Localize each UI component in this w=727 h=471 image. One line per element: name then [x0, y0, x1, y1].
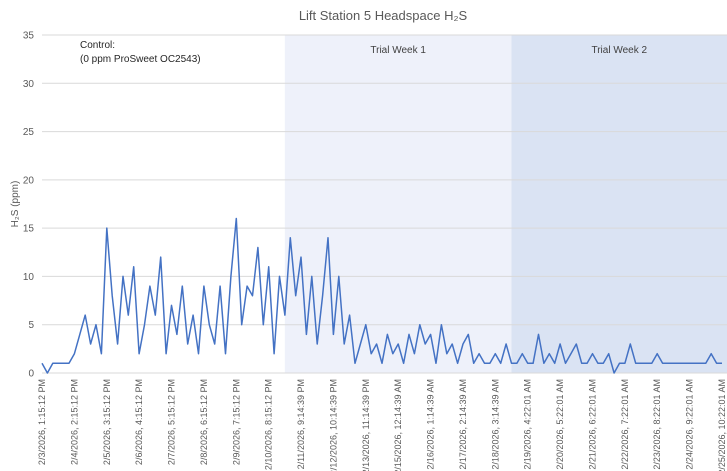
x-tick-label: 2/15/2026, 12:14:39 AM	[393, 379, 403, 471]
data-line	[41, 217, 722, 374]
y-axis-label: H₂S (ppm)	[10, 181, 21, 228]
x-tick-label: 2/19/2026, 4:22:01 AM	[523, 379, 533, 470]
y-tick-label: 15	[23, 224, 35, 235]
annotation: Control:	[80, 40, 115, 51]
x-tick-label: 2/13/2026, 11:14:39 PM	[361, 379, 371, 471]
x-tick-label: 2/8/2026, 6:15:12 PM	[199, 379, 209, 465]
y-tick-label: 20	[23, 175, 35, 186]
x-tick-label: 2/22/2026, 7:22:01 AM	[620, 379, 630, 470]
x-tick-label: 2/12/2026, 10:14:39 PM	[328, 379, 338, 471]
x-tick-label: 2/23/2026, 8:22:01 AM	[652, 379, 662, 470]
region-label: Trial Week 2	[591, 45, 647, 56]
x-tick-label: 2/9/2026, 7:15:12 PM	[231, 379, 241, 465]
y-tick-label: 30	[23, 79, 35, 90]
y-tick-label: 10	[23, 272, 35, 283]
region	[284, 35, 512, 373]
region-label: Trial Week 1	[370, 45, 426, 56]
x-tick-label: 2/24/2026, 9:22:01 AM	[685, 379, 695, 470]
x-tick-label: 2/5/2026, 3:15:12 PM	[102, 379, 112, 465]
annotation: (0 ppm ProSweet OC2543)	[80, 54, 201, 65]
chart-title: Lift Station 5 Headspace H₂S	[299, 8, 468, 23]
x-tick-label: 2/11/2026, 9:14:39 PM	[296, 379, 306, 469]
x-tick-label: 2/6/2026, 4:15:12 PM	[134, 379, 144, 465]
region	[511, 35, 727, 373]
x-tick-label: 2/16/2026, 1:14:39 AM	[426, 379, 436, 470]
x-tick-label: 2/17/2026, 2:14:39 AM	[458, 379, 468, 470]
x-tick-label: 2/4/2026, 2:15:12 PM	[69, 379, 79, 465]
y-tick-label: 0	[28, 369, 34, 380]
y-tick-label: 5	[28, 320, 34, 331]
x-tick-label: 2/20/2026, 5:22:01 AM	[555, 379, 565, 470]
y-tick-label: 35	[23, 31, 35, 42]
x-tick-label: 2/18/2026, 3:14:39 AM	[490, 379, 500, 470]
x-tick-label: 2/25/2026, 10:22:01 AM	[717, 379, 727, 471]
x-tick-label: 2/3/2026, 1:15:12 PM	[37, 379, 47, 465]
x-tick-label: 2/21/2026, 6:22:01 AM	[587, 379, 597, 470]
x-tick-label: 2/7/2026, 5:15:12 PM	[167, 379, 177, 465]
x-tick-label: 2/10/2026, 8:15:12 PM	[264, 379, 274, 470]
y-tick-label: 25	[23, 127, 35, 138]
